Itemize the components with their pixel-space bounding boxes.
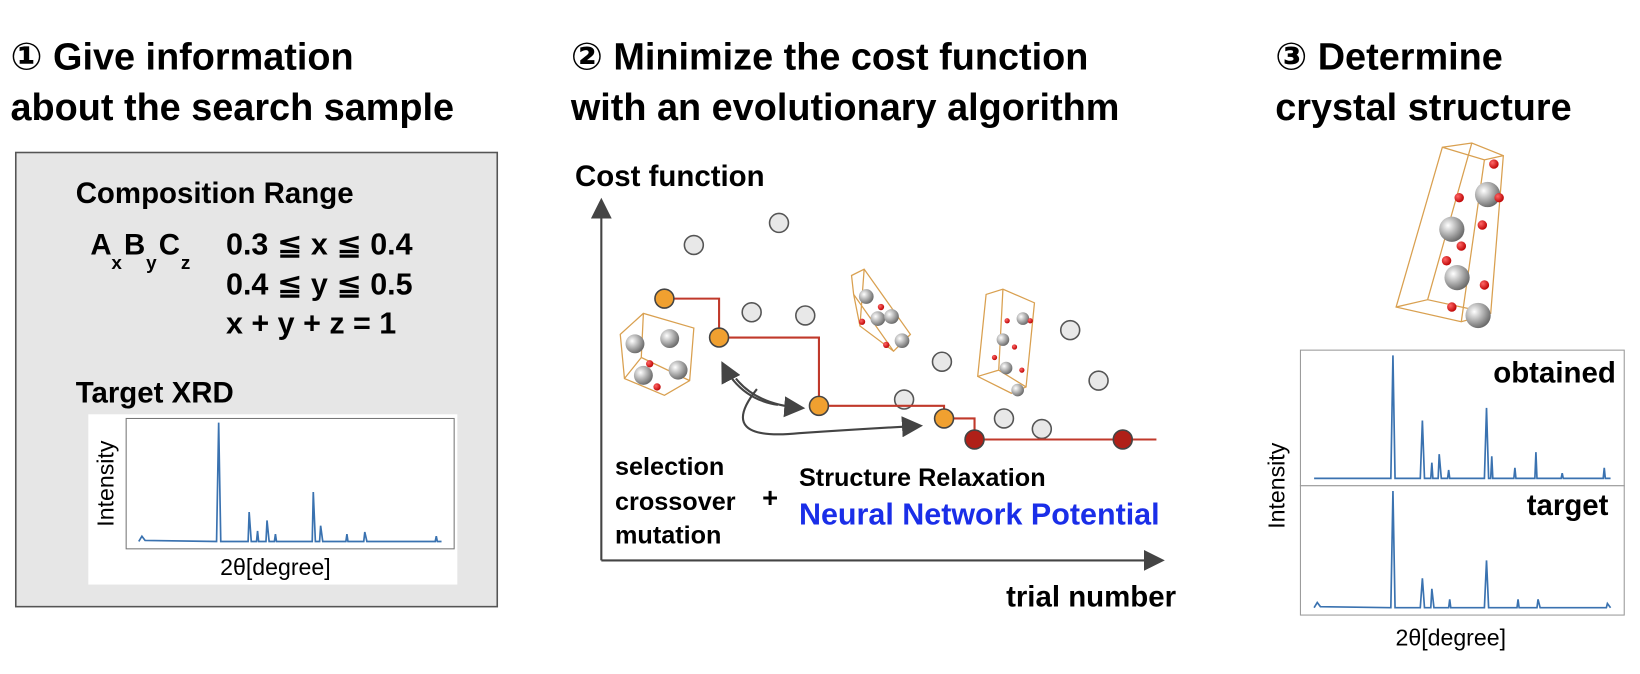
- crystal-small: [977, 288, 1036, 397]
- xrd-spectrum: [138, 422, 442, 543]
- formula-subscript: z: [181, 253, 190, 274]
- x-axis-label: trial number: [1006, 581, 1176, 614]
- candidate: [683, 234, 705, 256]
- target-plot: [1299, 485, 1625, 616]
- candidate: [741, 302, 762, 323]
- candidate: [1112, 429, 1134, 450]
- candidate: [708, 327, 730, 348]
- formula: A x B y C z: [90, 228, 190, 274]
- operation: mutation: [615, 522, 721, 550]
- best-candidates: [654, 288, 1134, 450]
- xrd-heading: Target XRD: [76, 377, 234, 410]
- composition-heading: Composition Range: [76, 177, 354, 210]
- formula-element: B: [124, 228, 145, 261]
- xrd-plot: [88, 414, 458, 585]
- formula-element: A: [90, 228, 111, 261]
- x-label: 2θ[degree]: [1396, 625, 1507, 651]
- candidate: [993, 408, 1015, 429]
- arrow: [721, 361, 779, 406]
- panel3-title: crystal structure: [1275, 87, 1571, 129]
- y-label: Intensity: [93, 440, 119, 527]
- arrow: [735, 377, 806, 418]
- plus: +: [762, 482, 778, 513]
- operation: crossover: [615, 488, 736, 516]
- target-spectrum: [1313, 490, 1612, 609]
- obtained-spectrum: [1314, 355, 1611, 480]
- panel2-title: ② Minimize the cost function: [571, 36, 1089, 78]
- panel1-title: ① Give information: [11, 36, 354, 78]
- obtained-label: obtained: [1493, 357, 1616, 390]
- potential: Neural Network Potential: [799, 498, 1160, 532]
- arrow: [741, 388, 924, 438]
- y-axis-label: Cost function: [575, 160, 765, 193]
- candidate: [768, 212, 790, 234]
- y-label: Intensity: [1264, 442, 1290, 529]
- panel2-title: with an evolutionary algorithm: [570, 87, 1120, 129]
- candidates: [683, 212, 1109, 440]
- candidate: [1088, 370, 1109, 391]
- crystal-small: [850, 268, 912, 353]
- relaxation: Structure Relaxation: [799, 464, 1046, 492]
- formula-subscript: x: [111, 253, 122, 274]
- obtained-plot: [1299, 349, 1625, 487]
- candidate: [1059, 319, 1081, 341]
- constraint: 0.3 ≦ x ≦ 0.4: [226, 227, 413, 261]
- crystal-small: [619, 312, 695, 397]
- constraint: x + y + z = 1: [226, 306, 396, 340]
- x-label: 2θ[degree]: [220, 554, 331, 580]
- crystal-large: [1395, 142, 1504, 329]
- candidate: [1031, 418, 1053, 440]
- best-path: [664, 297, 1157, 441]
- candidate: [931, 351, 953, 372]
- candidate: [933, 408, 955, 429]
- candidate: [893, 389, 915, 410]
- panel3-title: ③ Determine: [1275, 36, 1503, 78]
- constraint: 0.4 ≦ y ≦ 0.5: [226, 267, 413, 301]
- candidate: [654, 288, 675, 309]
- formula-element: C: [159, 228, 180, 261]
- formula-subscript: y: [146, 253, 157, 274]
- xrd-frame: [125, 417, 455, 550]
- candidate: [795, 305, 816, 326]
- target-label: target: [1527, 489, 1609, 522]
- candidate: [964, 429, 985, 450]
- candidate: [808, 395, 830, 417]
- panel1-title: about the search sample: [11, 87, 455, 129]
- operation: selection: [615, 453, 724, 481]
